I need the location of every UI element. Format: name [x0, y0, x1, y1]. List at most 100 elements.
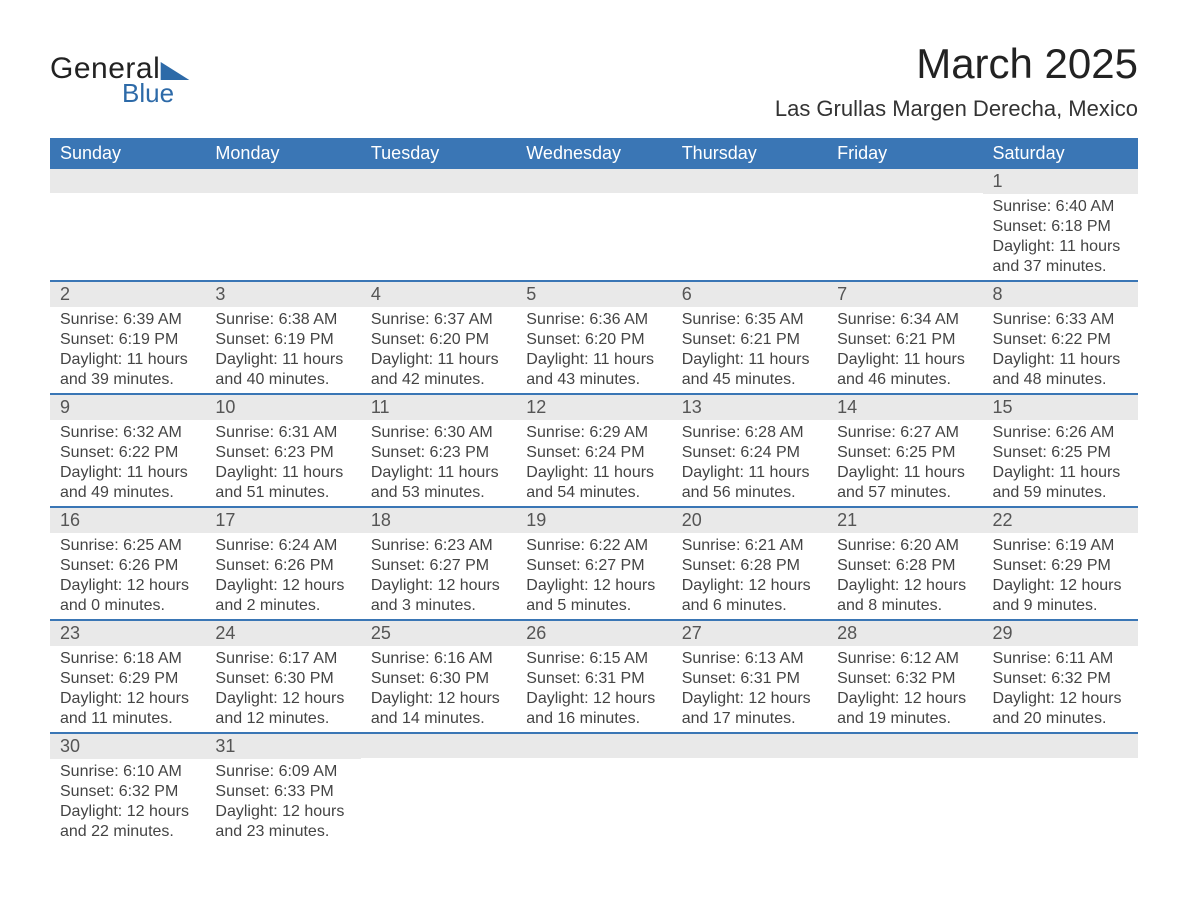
- day-details: [205, 193, 360, 199]
- day-number: 18: [361, 508, 516, 533]
- weekday-header: Tuesday: [361, 138, 516, 169]
- day-details: Sunrise: 6:33 AMSunset: 6:22 PMDaylight:…: [983, 307, 1138, 393]
- sunrise-text: Sunrise: 6:29 AM: [526, 423, 661, 443]
- brand-logo: General Blue: [50, 52, 188, 109]
- sunset-text: Sunset: 6:19 PM: [215, 330, 350, 350]
- calendar-day-cell: 28Sunrise: 6:12 AMSunset: 6:32 PMDayligh…: [827, 620, 982, 733]
- calendar-day-cell: [827, 733, 982, 845]
- calendar-week-row: 9Sunrise: 6:32 AMSunset: 6:22 PMDaylight…: [50, 394, 1138, 507]
- sunset-text: Sunset: 6:21 PM: [837, 330, 972, 350]
- calendar-day-cell: 29Sunrise: 6:11 AMSunset: 6:32 PMDayligh…: [983, 620, 1138, 733]
- sunset-text: Sunset: 6:33 PM: [215, 782, 350, 802]
- day-number: 16: [50, 508, 205, 533]
- day-details: Sunrise: 6:25 AMSunset: 6:26 PMDaylight:…: [50, 533, 205, 619]
- day-number: 25: [361, 621, 516, 646]
- daylight-text: Daylight: 11 hours and 42 minutes.: [371, 350, 506, 390]
- daylight-text: Daylight: 12 hours and 16 minutes.: [526, 689, 661, 729]
- day-number: 23: [50, 621, 205, 646]
- daylight-text: Daylight: 12 hours and 8 minutes.: [837, 576, 972, 616]
- sunrise-text: Sunrise: 6:34 AM: [837, 310, 972, 330]
- daylight-text: Daylight: 12 hours and 20 minutes.: [993, 689, 1128, 729]
- calendar-day-cell: 3Sunrise: 6:38 AMSunset: 6:19 PMDaylight…: [205, 281, 360, 394]
- daylight-text: Daylight: 11 hours and 53 minutes.: [371, 463, 506, 503]
- daylight-text: Daylight: 11 hours and 39 minutes.: [60, 350, 195, 390]
- day-number: 11: [361, 395, 516, 420]
- calendar-day-cell: 4Sunrise: 6:37 AMSunset: 6:20 PMDaylight…: [361, 281, 516, 394]
- calendar-day-cell: 11 Sunrise: 6:30 AMSunset: 6:23 PMDayligh…: [361, 394, 516, 507]
- day-details: [361, 758, 516, 764]
- weekday-header: Wednesday: [516, 138, 671, 169]
- sunset-text: Sunset: 6:27 PM: [371, 556, 506, 576]
- sunset-text: Sunset: 6:24 PM: [682, 443, 817, 463]
- daylight-text: Daylight: 12 hours and 12 minutes.: [215, 689, 350, 729]
- day-details: Sunrise: 6:21 AMSunset: 6:28 PMDaylight:…: [672, 533, 827, 619]
- day-number: 3: [205, 282, 360, 307]
- day-details: Sunrise: 6:31 AMSunset: 6:23 PMDaylight:…: [205, 420, 360, 506]
- daylight-text: Daylight: 12 hours and 2 minutes.: [215, 576, 350, 616]
- calendar-day-cell: 5Sunrise: 6:36 AMSunset: 6:20 PMDaylight…: [516, 281, 671, 394]
- day-number: 22: [983, 508, 1138, 533]
- day-number: [672, 169, 827, 193]
- sunrise-text: Sunrise: 6:20 AM: [837, 536, 972, 556]
- day-number: 14: [827, 395, 982, 420]
- calendar-week-row: 16Sunrise: 6:25 AMSunset: 6:26 PMDayligh…: [50, 507, 1138, 620]
- daylight-text: Daylight: 12 hours and 3 minutes.: [371, 576, 506, 616]
- sunrise-text: Sunrise: 6:31 AM: [215, 423, 350, 443]
- sunrise-text: Sunrise: 6:25 AM: [60, 536, 195, 556]
- calendar-day-cell: 6Sunrise: 6:35 AMSunset: 6:21 PMDaylight…: [672, 281, 827, 394]
- day-details: Sunrise: 6:39 AMSunset: 6:19 PMDaylight:…: [50, 307, 205, 393]
- day-number: [516, 734, 671, 758]
- day-number: 9: [50, 395, 205, 420]
- daylight-text: Daylight: 12 hours and 22 minutes.: [60, 802, 195, 842]
- day-details: Sunrise: 6:38 AMSunset: 6:19 PMDaylight:…: [205, 307, 360, 393]
- day-number: 15: [983, 395, 1138, 420]
- calendar-day-cell: 16Sunrise: 6:25 AMSunset: 6:26 PMDayligh…: [50, 507, 205, 620]
- daylight-text: Daylight: 12 hours and 11 minutes.: [60, 689, 195, 729]
- sunrise-text: Sunrise: 6:13 AM: [682, 649, 817, 669]
- sunrise-text: Sunrise: 6:15 AM: [526, 649, 661, 669]
- daylight-text: Daylight: 12 hours and 0 minutes.: [60, 576, 195, 616]
- sunrise-text: Sunrise: 6:27 AM: [837, 423, 972, 443]
- sunrise-text: Sunrise: 6:35 AM: [682, 310, 817, 330]
- daylight-text: Daylight: 11 hours and 51 minutes.: [215, 463, 350, 503]
- day-number: [50, 169, 205, 193]
- weekday-header-row: Sunday Monday Tuesday Wednesday Thursday…: [50, 138, 1138, 169]
- brand-part2: Blue: [122, 78, 174, 109]
- day-details: Sunrise: 6:35 AMSunset: 6:21 PMDaylight:…: [672, 307, 827, 393]
- calendar-day-cell: 26Sunrise: 6:15 AMSunset: 6:31 PMDayligh…: [516, 620, 671, 733]
- day-details: Sunrise: 6:22 AMSunset: 6:27 PMDaylight:…: [516, 533, 671, 619]
- day-number: 28: [827, 621, 982, 646]
- daylight-text: Daylight: 11 hours and 43 minutes.: [526, 350, 661, 390]
- day-details: Sunrise: 6:15 AMSunset: 6:31 PMDaylight:…: [516, 646, 671, 732]
- sunrise-text: Sunrise: 6:22 AM: [526, 536, 661, 556]
- calendar-day-cell: [672, 733, 827, 845]
- daylight-text: Daylight: 11 hours and 37 minutes.: [993, 237, 1128, 277]
- sunrise-text: Sunrise: 6:23 AM: [371, 536, 506, 556]
- calendar-day-cell: 23Sunrise: 6:18 AMSunset: 6:29 PMDayligh…: [50, 620, 205, 733]
- day-details: Sunrise: 6:37 AMSunset: 6:20 PMDaylight:…: [361, 307, 516, 393]
- sunrise-text: Sunrise: 6:19 AM: [993, 536, 1128, 556]
- weekday-header: Saturday: [983, 138, 1138, 169]
- sunset-text: Sunset: 6:19 PM: [60, 330, 195, 350]
- sunrise-text: Sunrise: 6:33 AM: [993, 310, 1128, 330]
- sunrise-text: Sunrise: 6:26 AM: [993, 423, 1128, 443]
- day-number: [205, 169, 360, 193]
- day-number: 31: [205, 734, 360, 759]
- day-details: [672, 193, 827, 199]
- sunrise-text: Sunrise: 6:11 AM: [993, 649, 1128, 669]
- day-details: Sunrise: 6:28 AMSunset: 6:24 PMDaylight:…: [672, 420, 827, 506]
- day-details: Sunrise: 6:29 AMSunset: 6:24 PMDaylight:…: [516, 420, 671, 506]
- daylight-text: Daylight: 11 hours and 48 minutes.: [993, 350, 1128, 390]
- sunset-text: Sunset: 6:31 PM: [682, 669, 817, 689]
- day-number: 17: [205, 508, 360, 533]
- daylight-text: Daylight: 11 hours and 49 minutes.: [60, 463, 195, 503]
- day-details: Sunrise: 6:40 AMSunset: 6:18 PMDaylight:…: [983, 194, 1138, 280]
- day-number: 10: [205, 395, 360, 420]
- sunrise-text: Sunrise: 6:30 AM: [371, 423, 506, 443]
- sunset-text: Sunset: 6:22 PM: [993, 330, 1128, 350]
- sunrise-text: Sunrise: 6:37 AM: [371, 310, 506, 330]
- sunset-text: Sunset: 6:23 PM: [371, 443, 506, 463]
- day-details: Sunrise: 6:18 AMSunset: 6:29 PMDaylight:…: [50, 646, 205, 732]
- calendar-day-cell: [205, 169, 360, 281]
- weekday-header: Sunday: [50, 138, 205, 169]
